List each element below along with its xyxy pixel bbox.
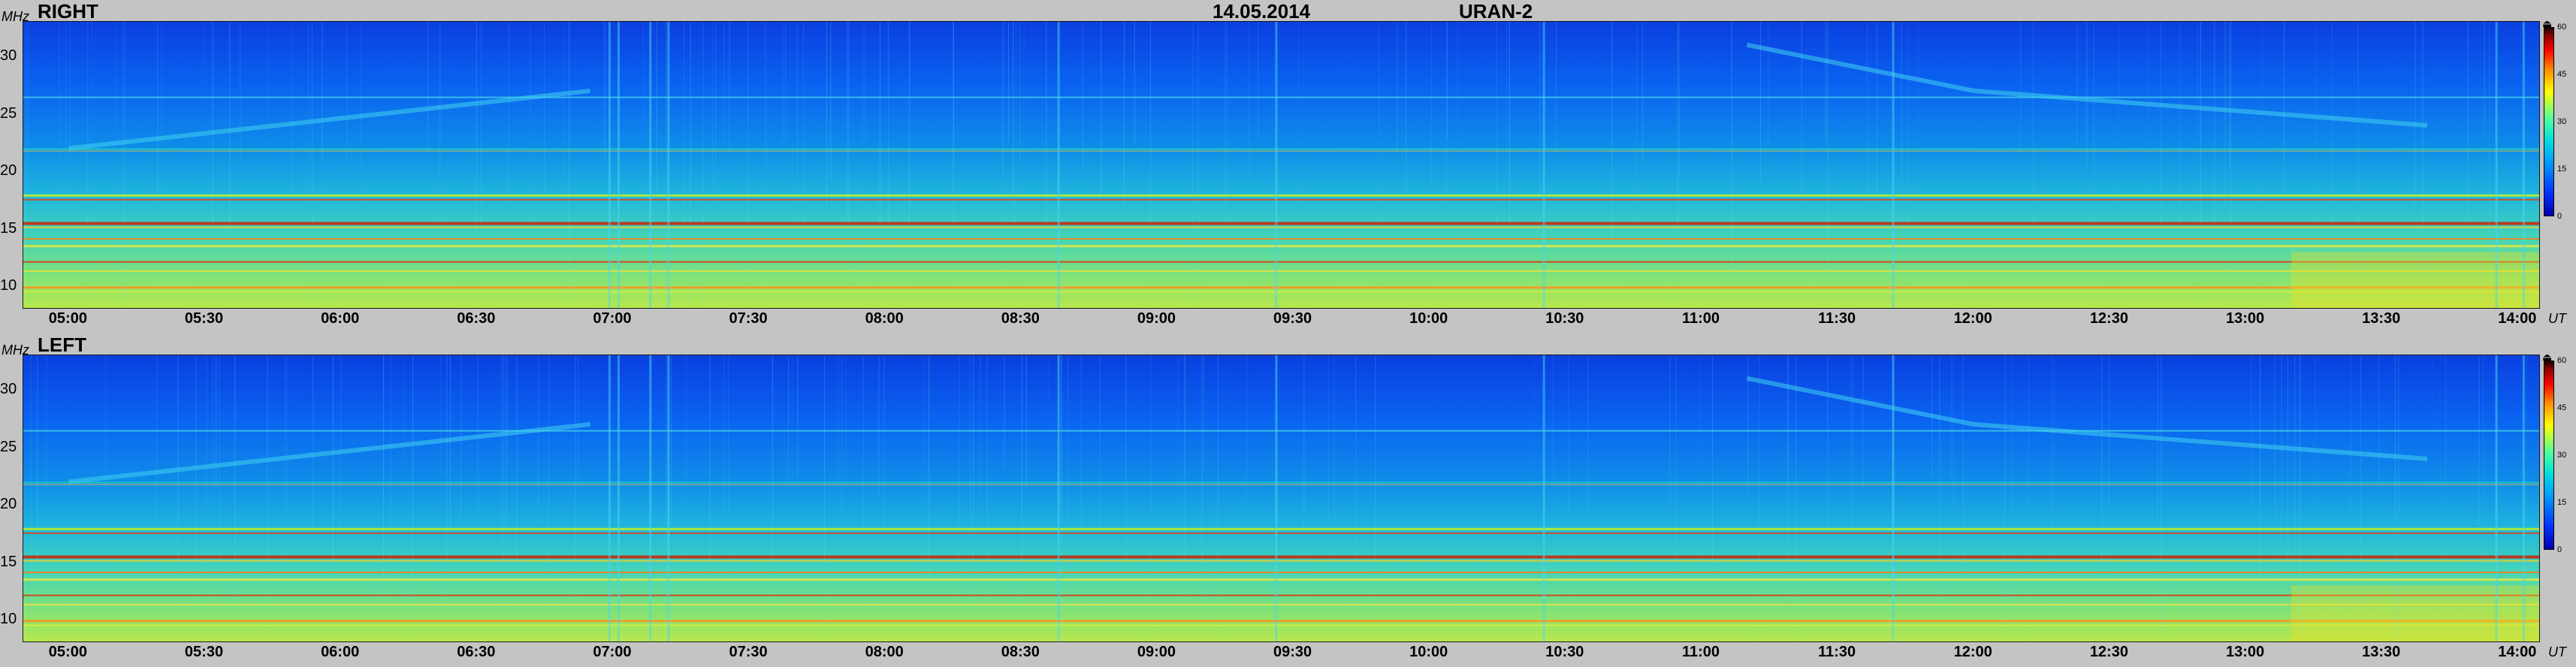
colorbar-tick-label: 0 xyxy=(2557,545,2562,554)
x-unit-label-right: UT xyxy=(2548,311,2566,326)
x-tick-label: 07:30 xyxy=(729,644,768,660)
x-tick-label: 13:00 xyxy=(2225,644,2265,660)
colorbar-tick-label: 60 xyxy=(2557,23,2567,32)
x-tick-label: 13:30 xyxy=(2362,310,2401,327)
x-tick-label: 11:30 xyxy=(1818,644,1856,660)
spectrogram-svg xyxy=(23,355,2539,641)
instrument-label: URAN-2 xyxy=(1459,0,1533,23)
x-tick-label: 09:00 xyxy=(1137,310,1176,327)
x-tick-label: 05:30 xyxy=(184,644,224,660)
x-tick-label: 13:00 xyxy=(2225,310,2265,327)
x-tick-label: 13:30 xyxy=(2362,644,2401,660)
x-tick-label: 12:00 xyxy=(1953,644,1992,660)
y-tick-label: 20 xyxy=(0,162,17,180)
x-tick-label: 08:30 xyxy=(1001,310,1040,327)
colorbar-tick-label: 30 xyxy=(2557,117,2567,126)
colorbar-tick-label: 45 xyxy=(2557,70,2567,79)
y-tick-label: 10 xyxy=(0,611,17,628)
x-tick-label: 05:00 xyxy=(48,644,87,660)
x-tick-label: 09:00 xyxy=(1137,644,1176,660)
y-tick-label: 10 xyxy=(0,277,17,294)
x-tick-label: 06:30 xyxy=(457,310,496,327)
panel-title-right: RIGHT xyxy=(38,0,98,23)
colorbar-right xyxy=(2544,27,2554,216)
y-tick-label: 15 xyxy=(0,553,17,570)
x-unit-label-left: UT xyxy=(2548,644,2566,659)
x-tick-label: 12:30 xyxy=(2089,644,2128,660)
colorbar-tick-label: 15 xyxy=(2557,164,2567,174)
x-tick-label: 11:00 xyxy=(1681,644,1720,660)
y-tick-label: 25 xyxy=(0,438,17,455)
x-tick-label: 10:30 xyxy=(1545,644,1584,660)
x-tick-label: 10:30 xyxy=(1545,310,1584,327)
x-tick-label: 07:00 xyxy=(593,644,632,660)
x-tick-label: 08:00 xyxy=(865,310,904,327)
spectrogram-right xyxy=(23,21,2540,309)
colorbar-tick-label: 15 xyxy=(2557,498,2567,507)
x-tick-label: 07:30 xyxy=(729,310,768,327)
x-tick-label: 11:30 xyxy=(1818,310,1856,327)
y-tick-label: 20 xyxy=(0,496,17,513)
colorbar-tick-label: 60 xyxy=(2557,356,2567,365)
x-tick-label: 06:00 xyxy=(321,644,360,660)
x-tick-label: 06:00 xyxy=(321,310,360,327)
x-tick-label: 06:30 xyxy=(457,644,496,660)
colorbar-left xyxy=(2544,361,2554,550)
x-tick-label: 07:00 xyxy=(593,310,632,327)
x-tick-label: 08:00 xyxy=(865,644,904,660)
x-tick-label: 10:00 xyxy=(1409,310,1448,327)
x-tick-label: 10:00 xyxy=(1409,644,1448,660)
date-label: 14.05.2014 xyxy=(1213,0,1311,23)
y-tick-label: 30 xyxy=(0,380,17,397)
colorbar-tick-label: 0 xyxy=(2557,212,2562,221)
colorbar-tick-label: 45 xyxy=(2557,403,2567,412)
spectrogram-svg xyxy=(23,22,2539,308)
y-tick-label: 25 xyxy=(0,104,17,122)
y-unit-label-right: MHz xyxy=(2,9,29,24)
x-tick-label: 12:30 xyxy=(2089,310,2128,327)
x-tick-label: 14:00 xyxy=(2498,310,2537,327)
x-tick-label: 08:30 xyxy=(1001,644,1040,660)
x-tick-label: 09:30 xyxy=(1273,644,1312,660)
x-tick-label: 11:00 xyxy=(1681,310,1720,327)
x-tick-label: 09:30 xyxy=(1273,310,1312,327)
x-tick-label: 05:00 xyxy=(48,310,87,327)
colorbar-tick-label: 30 xyxy=(2557,451,2567,460)
y-tick-label: 30 xyxy=(0,47,17,64)
y-tick-label: 15 xyxy=(0,219,17,237)
panel-title-left: LEFT xyxy=(38,334,86,356)
x-tick-label: 12:00 xyxy=(1953,310,1992,327)
spectrogram-left xyxy=(23,355,2540,642)
x-tick-label: 14:00 xyxy=(2498,644,2537,660)
x-tick-label: 05:30 xyxy=(184,310,224,327)
y-unit-label-left: MHz xyxy=(2,343,29,358)
